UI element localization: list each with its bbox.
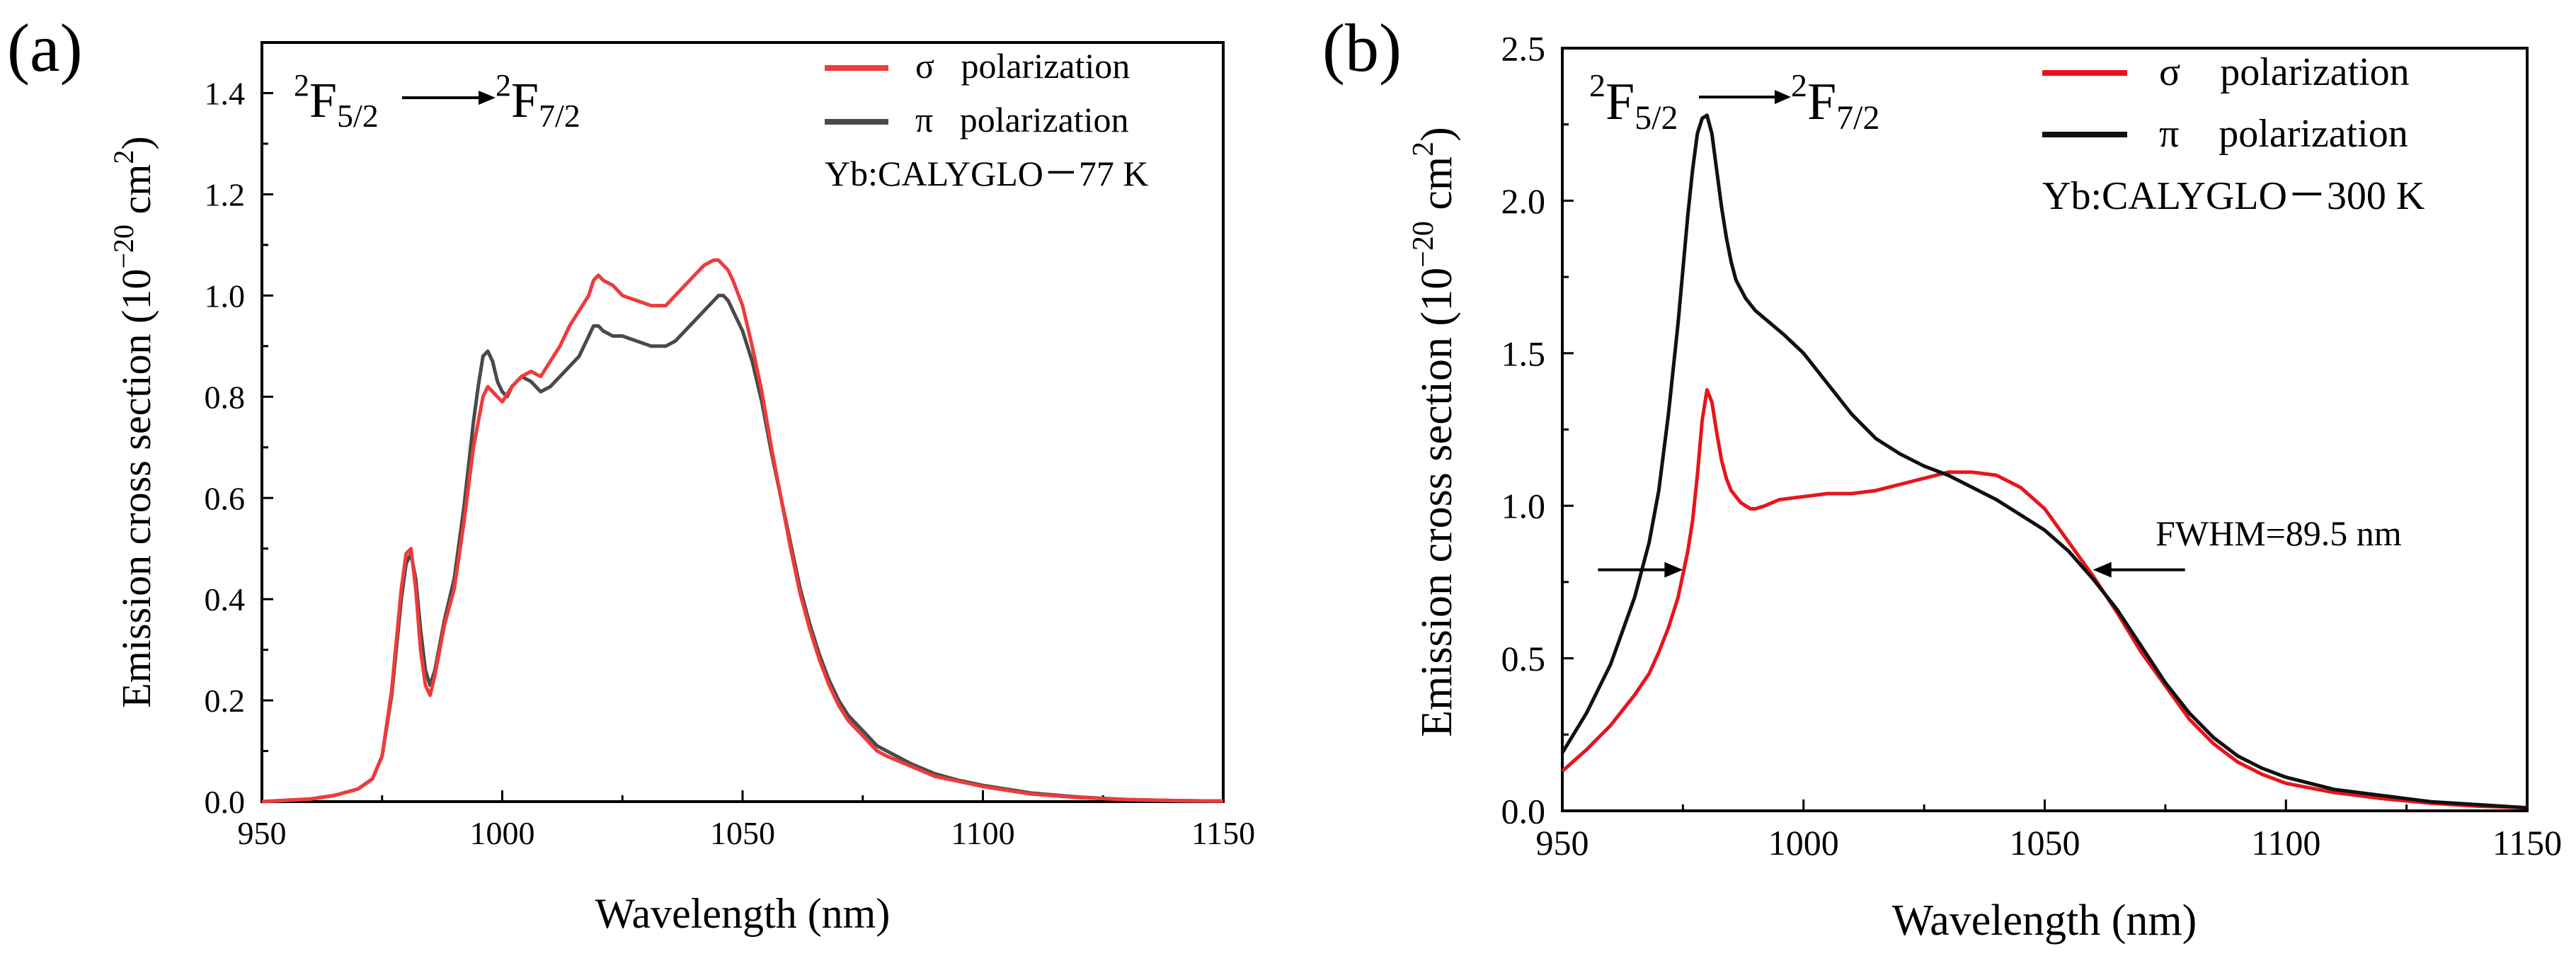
- y-tick-label: 0.0: [1501, 792, 1546, 831]
- y-tick-label: 0.5: [1501, 639, 1546, 678]
- y-tick-label: 1.0: [1501, 486, 1546, 526]
- panel-a-sample-label: Yb:CALYGLO－77 K: [825, 154, 1148, 193]
- panel-a: (a) 950 1000 1050 1100 1150 0.0 0.2 0.4 0.6 0.8 1.…: [7, 10, 1255, 937]
- x-tick-label: 1100: [2251, 823, 2320, 863]
- y-tick-label: 2.5: [1501, 29, 1546, 69]
- x-tick-label: 1050: [710, 815, 775, 851]
- x-tick-label: 1050: [2010, 823, 2080, 863]
- panel-a-label: (a): [7, 10, 83, 86]
- x-tick-label: 950: [238, 815, 287, 851]
- panel-a-x-axis-title: Wavelength (nm): [595, 890, 891, 937]
- panel-a-y-axis-title: Emission cross section (10−20 cm2): [108, 136, 159, 707]
- legend-a-sigma-label: σ polarization: [915, 46, 1130, 86]
- panel-b-series: [1560, 113, 2528, 810]
- x-tick-label: 1000: [470, 815, 535, 851]
- panel-b-transition-text: 2F5/2: [1589, 67, 1678, 137]
- panel-b-label: (b): [1322, 10, 1402, 86]
- y-tick-label: 0.2: [205, 683, 246, 719]
- legend-b-sigma-label: σ polarization: [2159, 50, 2410, 94]
- panel-b-plot-frame: [1561, 47, 2529, 812]
- panel-b: (b) 950 1000 1050 1100 1150 0.0 0.5 1.0 1.5 2.0 2.…: [1322, 10, 2562, 945]
- legend-b-pi-label: π polarization: [2159, 112, 2408, 156]
- series-line-a-pi: [261, 293, 1224, 804]
- y-tick-label: 2.0: [1501, 181, 1546, 221]
- y-tick-label: 1.2: [205, 177, 246, 213]
- y-tick-label: 0.0: [205, 784, 246, 820]
- svg-text:2F7/2: 2F7/2: [1791, 67, 1880, 137]
- x-tick-label: 1000: [1768, 823, 1839, 863]
- panel-b-legend: σ polarization π polarization Yb:CALYGLO…: [2042, 50, 2425, 218]
- y-tick-label: 1.0: [205, 278, 246, 314]
- y-tick-label: 0.4: [205, 581, 246, 618]
- panel-a-transition-arrowhead: [479, 91, 496, 105]
- y-tick-label: 1.4: [205, 76, 246, 112]
- x-tick-label: 1100: [951, 815, 1014, 851]
- panel-a-transition-text: 2F5/2: [294, 68, 379, 134]
- legend-a-pi-label: π polarization: [915, 100, 1129, 140]
- x-tick-label: 1150: [2492, 823, 2562, 863]
- panel-b-transition-label: 2F5/2 2F7/2: [1589, 67, 1880, 137]
- series-line-a-sigma: [261, 258, 1224, 804]
- panel-b-transition-arrowhead: [1775, 90, 1791, 104]
- panel-a-legend: σ polarization π polarization Yb:CALYGLO…: [825, 46, 1148, 193]
- y-tick-label: 0.6: [205, 480, 246, 516]
- series-line-b-sigma: [1561, 388, 2528, 810]
- panel-a-ticks: 950 1000 1050 1100 1150 0.0 0.2 0.4 0.6 0.8 1.0 1.2…: [205, 76, 1256, 851]
- x-tick-label: 950: [1536, 823, 1589, 863]
- fwhm-left-arrowhead: [1664, 562, 1683, 578]
- panel-b-sample-label: Yb:CALYGLO－300 K: [2042, 174, 2425, 218]
- y-tick-label: 1.5: [1501, 334, 1546, 373]
- panel-b-y-axis-title: Emission cross section (10−20 cm2): [1407, 127, 1461, 737]
- fwhm-label: FWHM=89.5 nm: [2156, 513, 2402, 553]
- panel-b-x-axis-title: Wavelength (nm): [1892, 897, 2197, 945]
- x-tick-label: 1150: [1191, 815, 1255, 851]
- panel-a-transition-label: 2F5/2 2F7/2: [294, 68, 580, 134]
- fwhm-right-arrowhead: [2093, 562, 2112, 578]
- panel-b-fwhm-annotation: FWHM=89.5 nm: [1598, 513, 2402, 578]
- panel-a-series: [261, 258, 1224, 804]
- series-line-b-pi: [1560, 113, 2528, 810]
- y-tick-label: 0.8: [205, 379, 246, 415]
- panel-b-ticks: 950 1000 1050 1100 1150 0.0 0.5 1.0 1.5 2.0 2.5: [1501, 29, 2563, 863]
- svg-text:2F7/2: 2F7/2: [496, 68, 580, 134]
